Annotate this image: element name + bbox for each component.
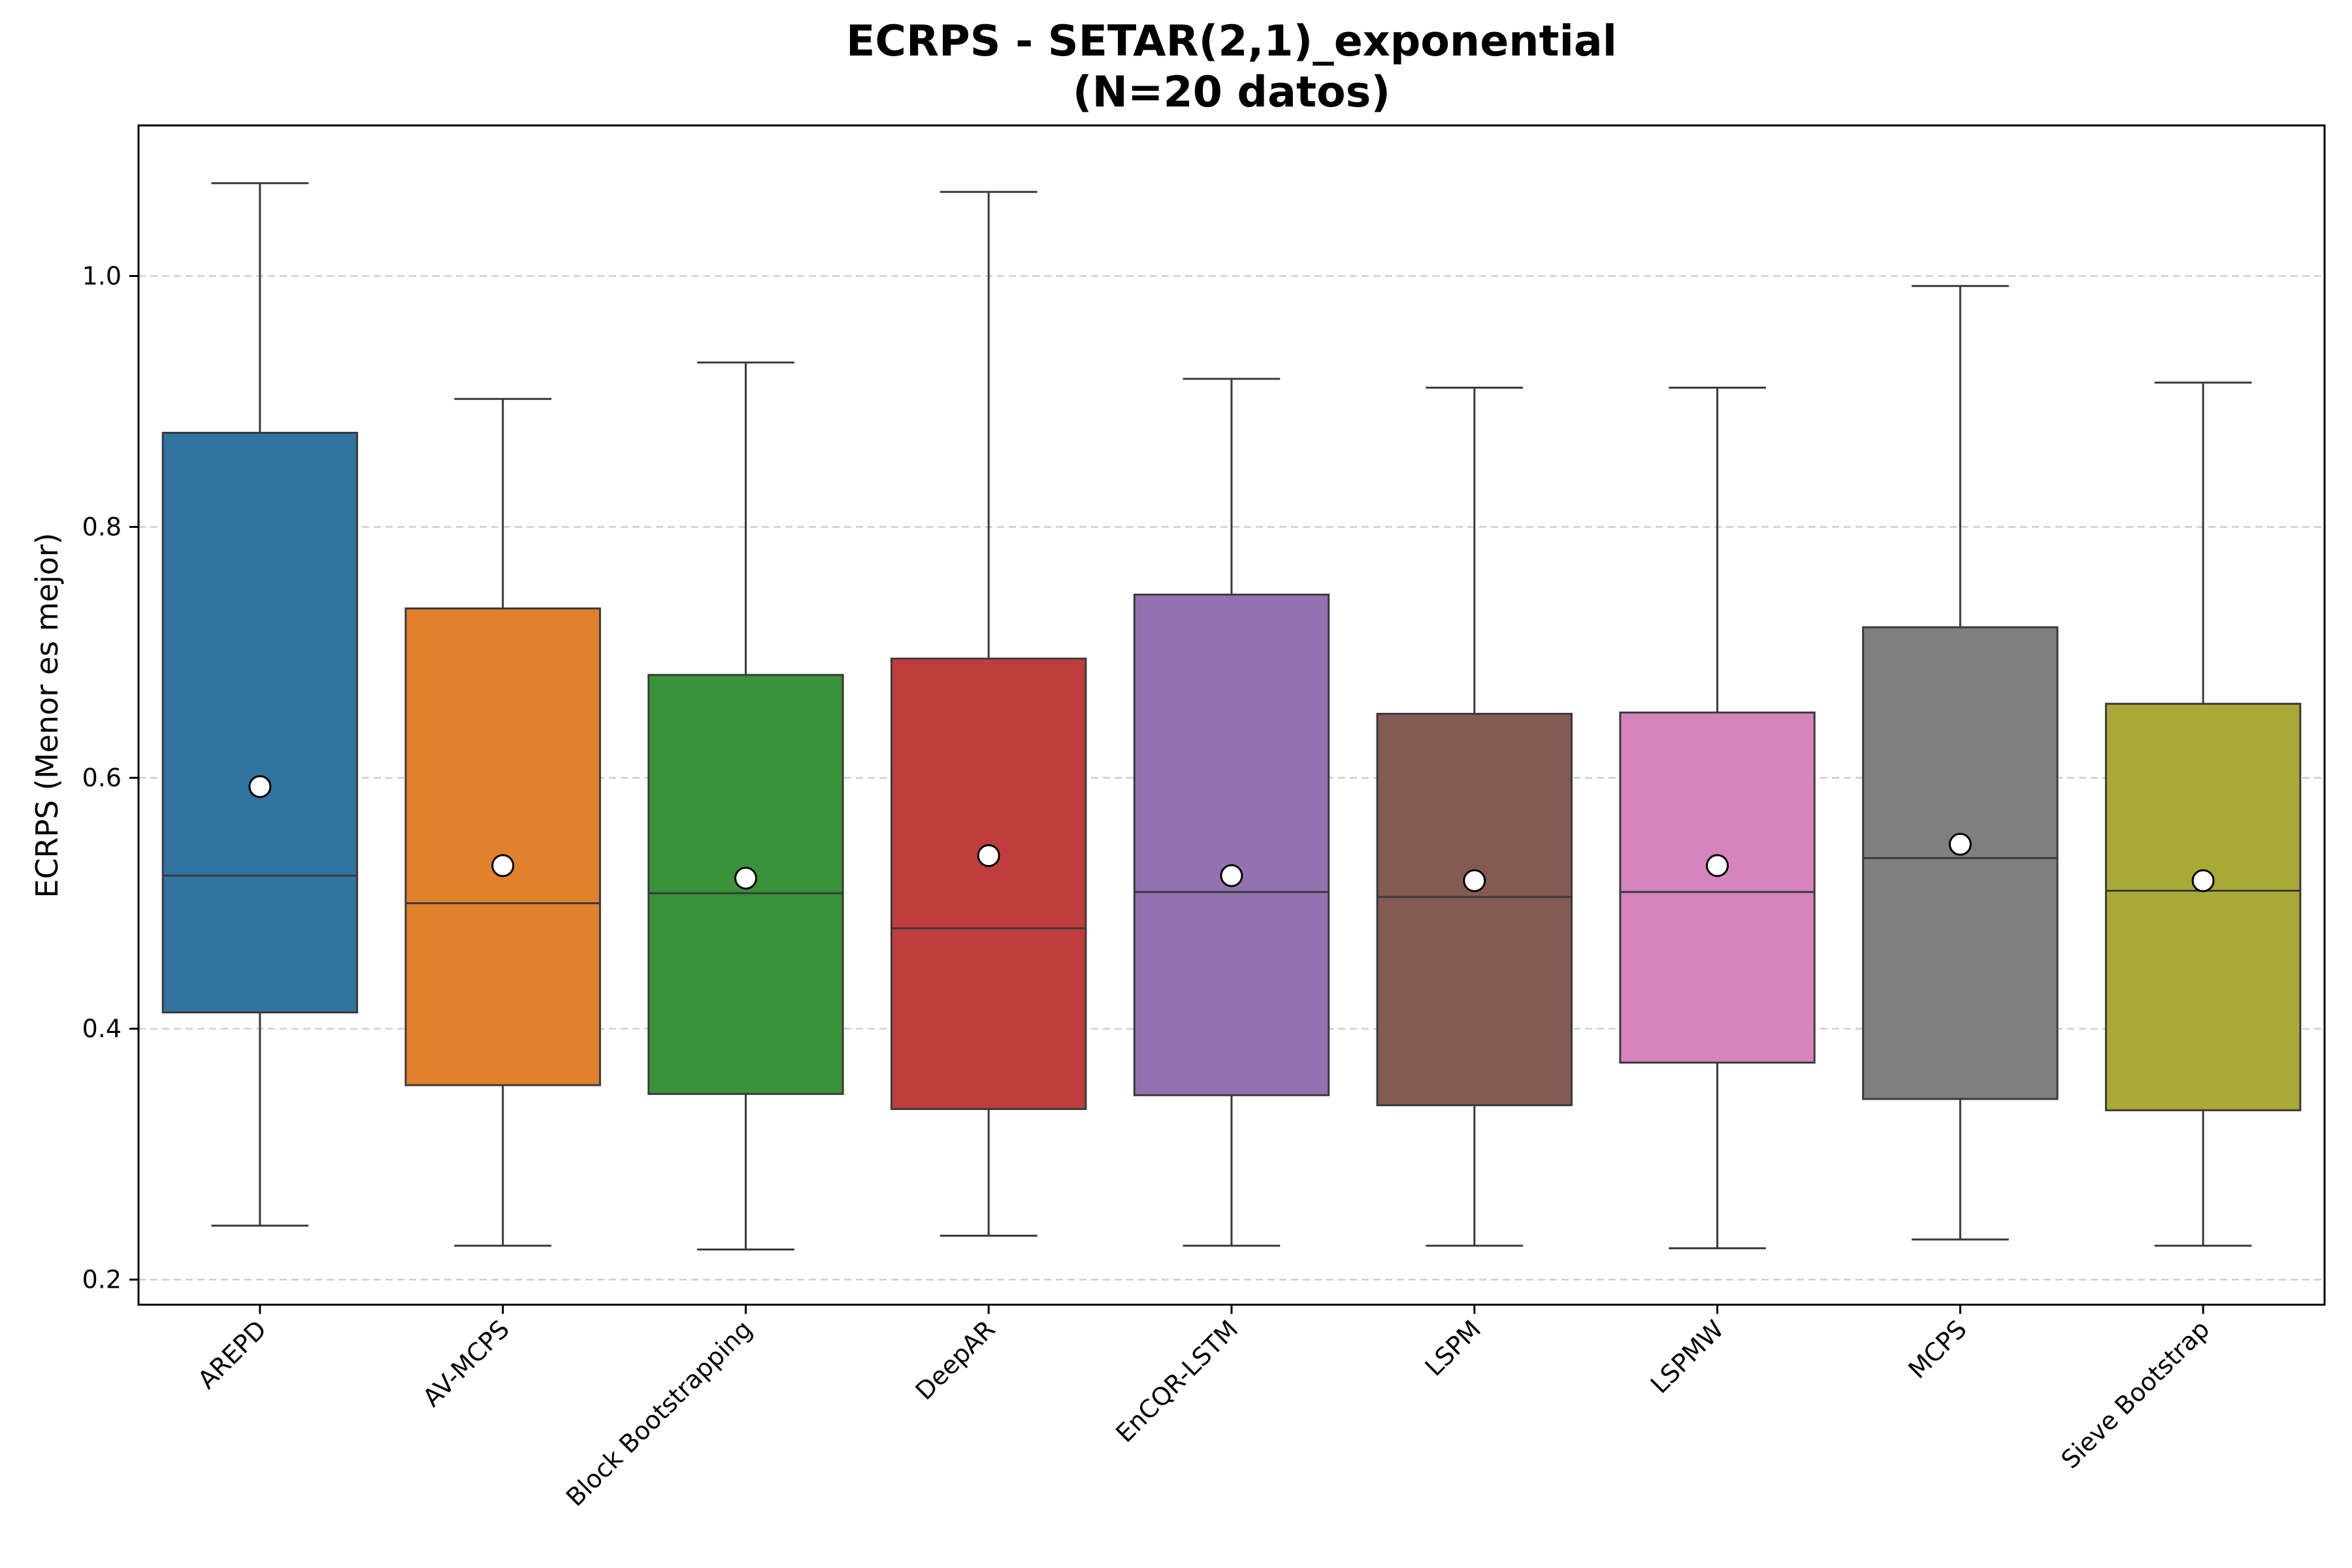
mean-marker <box>1948 832 1972 856</box>
y-tick-label: 0.4 <box>82 1015 122 1043</box>
iqr-box <box>1619 711 1816 1064</box>
iqr-box <box>2104 702 2302 1111</box>
mean-marker <box>2191 869 2215 892</box>
iqr-box <box>161 431 359 1014</box>
box-group <box>1862 285 2059 1241</box>
box-series <box>161 182 2302 1251</box>
chart-title-line-1: ECRPS - SETAR(2,1)_exponential <box>846 17 1617 66</box>
box-group <box>647 361 844 1251</box>
mean-marker <box>977 844 1000 868</box>
y-tick-label: 0.6 <box>82 764 122 792</box>
mean-marker <box>1706 854 1729 877</box>
box-group <box>161 182 359 1227</box>
mean-marker <box>248 775 272 798</box>
y-axis-label: ECRPS (Menor es mejor) <box>29 532 65 898</box>
box-group <box>1619 386 1816 1250</box>
iqr-box <box>1133 593 1330 1096</box>
box-group <box>1133 378 1330 1247</box>
mean-marker <box>1220 864 1243 887</box>
mean-marker <box>1463 869 1486 892</box>
iqr-box <box>1376 713 1573 1107</box>
y-tick-label: 0.2 <box>82 1266 122 1294</box>
mean-marker <box>734 866 757 890</box>
box-group <box>2104 382 2302 1247</box>
chart-title-line-2: (N=20 datos) <box>1073 68 1390 117</box>
iqr-box <box>1862 626 2059 1100</box>
y-tick-label: 1.0 <box>82 261 122 290</box>
iqr-box <box>404 607 601 1086</box>
box-group <box>404 398 601 1247</box>
y-tick-label: 0.8 <box>82 512 122 541</box>
box-group <box>1376 386 1573 1247</box>
box-group <box>890 191 1087 1237</box>
iqr-box <box>890 657 1087 1110</box>
mean-marker <box>491 854 515 877</box>
